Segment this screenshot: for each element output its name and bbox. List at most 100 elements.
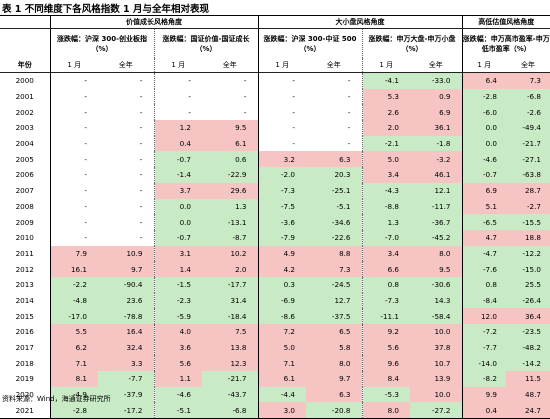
full-year-value-cell: -24.5: [306, 276, 362, 293]
year-cell: 2015: [15, 311, 34, 321]
full-year-value-cell: 12.7: [306, 292, 362, 309]
full-year-value-cell: -45.2: [410, 229, 462, 246]
full-year-value-cell: 18.8: [506, 229, 550, 246]
jan-value-cell: -: [49, 104, 98, 121]
jan-value-cell: 4.9: [257, 245, 306, 262]
jan-value-cell: 2.0: [361, 120, 410, 136]
full-year-value-cell: 2.0: [202, 261, 258, 277]
full-year-value-cell: -22.6: [306, 229, 362, 246]
jan-value-cell: -4.4: [257, 386, 306, 403]
jan-value-cell: -: [153, 88, 202, 105]
full-year-value-cell: 13.8: [202, 339, 258, 356]
jan-value-cell: 1.4: [153, 261, 202, 277]
jan-value-cell: -8.6: [257, 308, 306, 324]
table-row: 2016 5.5 16.4 4.0 7.5 7.2 6.5 9.2 10.0 -7.2 -23.5: [0, 324, 550, 340]
full-year-value-cell: -: [243, 76, 247, 86]
full-year-value-cell: -: [139, 217, 143, 227]
jan-value-cell: 5.1: [461, 198, 506, 215]
table-row: 2014 -4.8 23.6 -2.3 31.4 -6.9 12.7 -7.3 14.3 -8.4…: [0, 292, 550, 309]
year-cell: 2008: [15, 201, 34, 211]
full-year-value-cell: -20.8: [306, 402, 362, 419]
full-year-value-cell: -90.4: [98, 276, 154, 293]
jan-value-cell: 5.3: [361, 88, 410, 105]
jan-value-cell: 2.6: [361, 104, 410, 121]
full-year-value-cell: -12.2: [506, 245, 550, 262]
year-cell: 2000: [15, 76, 34, 86]
year-cell: 2020: [15, 390, 34, 400]
table-row: 2002- - - - - -2.6 6.9 -6.0 -2.6: [0, 104, 550, 121]
jan-value-cell: 3.0: [257, 402, 306, 419]
table-row: 2019 8.1 -7.7 1.1 -21.7 6.1 9.7 8.4 13.9 -8.2 11.5: [0, 371, 550, 387]
table-row: 2006- - -1.4 -22.9 -2.0 20.3 3.4 46.1 -0.7 -63.8: [0, 167, 550, 183]
jan-value-cell: -: [49, 229, 98, 246]
jan-value-cell: -7.5: [257, 198, 306, 215]
full-year-value-cell: -: [347, 123, 351, 133]
full-year-value-cell: -18.4: [202, 308, 258, 324]
subheader-value-growth: 涨跌幅：国证价值-国证成长（%）: [153, 28, 258, 58]
jan-value-cell: -2.8: [49, 402, 98, 419]
jan-value-cell: -: [257, 120, 306, 136]
jan-value-cell: -: [49, 151, 98, 168]
jan-value-cell: 3.7: [153, 182, 202, 199]
jan-value-cell: -8.2: [461, 371, 506, 387]
full-year-value-cell: -25.1: [306, 182, 362, 199]
jan-value-cell: -4.9: [49, 386, 98, 403]
jan-value-cell: 8.4: [361, 371, 410, 387]
jan-value-cell: -4.3: [361, 182, 410, 199]
jan-value-cell: -11.1: [361, 308, 410, 324]
full-year-value-cell: 10.7: [410, 355, 462, 372]
full-year-value-cell: 9.7: [98, 261, 154, 277]
col-jan: 1 月: [461, 58, 506, 73]
jan-value-cell: 12.0: [461, 308, 506, 324]
jan-value-cell: -2.0: [257, 167, 306, 183]
full-year-value-cell: 28.7: [506, 182, 550, 199]
col-full: 全年: [202, 58, 258, 73]
full-year-value-cell: 6.1: [202, 135, 258, 152]
jan-value-cell: 9.2: [361, 324, 410, 340]
jan-value-cell: 8.0: [361, 402, 410, 419]
style-index-table: 价值成长风格角度 大小盘风格角度 高低估值风格角度 涨跌幅：沪深 300-创业板…: [0, 15, 550, 419]
jan-value-cell: 4.7: [461, 229, 506, 246]
year-cell: 2012: [15, 264, 34, 274]
full-year-value-cell: 10.0: [410, 324, 462, 340]
full-year-value-cell: -1.8: [410, 135, 462, 152]
jan-value-cell: -: [257, 88, 306, 105]
col-jan: 1 月: [153, 58, 202, 73]
jan-value-cell: -8.8: [361, 198, 410, 215]
full-year-value-cell: 14.3: [410, 292, 462, 309]
full-year-value-cell: -13.1: [202, 214, 258, 230]
jan-value-cell: -: [49, 72, 98, 89]
full-year-value-cell: 31.4: [202, 292, 258, 309]
jan-value-cell: -5.1: [153, 402, 202, 419]
full-year-value-cell: 6.3: [306, 386, 362, 403]
full-year-value-cell: -27.1: [506, 151, 550, 168]
full-year-value-cell: 13.9: [410, 371, 462, 387]
jan-value-cell: 4.0: [153, 324, 202, 340]
full-year-value-cell: -2.7: [506, 198, 550, 215]
full-year-value-cell: 29.6: [202, 182, 258, 199]
jan-value-cell: -6.0: [461, 104, 506, 121]
jan-value-cell: 9.9: [461, 386, 506, 403]
full-year-value-cell: 9.5: [202, 120, 258, 136]
group-header-row: 价值成长风格角度 大小盘风格角度 高低估值风格角度: [0, 15, 550, 29]
full-year-value-cell: 10.2: [202, 245, 258, 262]
full-year-value-cell: -21.7: [202, 371, 258, 387]
jan-value-cell: 4.2: [257, 261, 306, 277]
table-row: 2015 -17.0 -78.8 -5.9 -18.4 -8.6 -37.5 -11.1 -58…: [0, 308, 550, 324]
jan-value-cell: 0.0: [153, 198, 202, 215]
table-row: 2018 7.1 3.3 5.6 12.3 7.1 8.0 9.6 10.7 -14.0 -14.2: [0, 355, 550, 372]
full-year-value-cell: 25.5: [506, 276, 550, 293]
full-year-value-cell: -15.0: [506, 261, 550, 277]
jan-value-cell: -4.8: [49, 292, 98, 309]
full-year-value-cell: -37.9: [98, 386, 154, 403]
jan-value-cell: 7.1: [49, 355, 98, 372]
full-year-value-cell: 37.8: [410, 339, 462, 356]
jan-value-cell: 0.8: [361, 276, 410, 293]
full-year-value-cell: -78.8: [98, 308, 154, 324]
full-year-value-cell: 32.4: [98, 339, 154, 356]
year-cell: 2005: [15, 154, 34, 164]
full-year-value-cell: 5.8: [306, 339, 362, 356]
jan-value-cell: 8.1: [49, 371, 98, 387]
jan-value-cell: -7.7: [461, 339, 506, 356]
jan-value-cell: -0.7: [153, 229, 202, 246]
